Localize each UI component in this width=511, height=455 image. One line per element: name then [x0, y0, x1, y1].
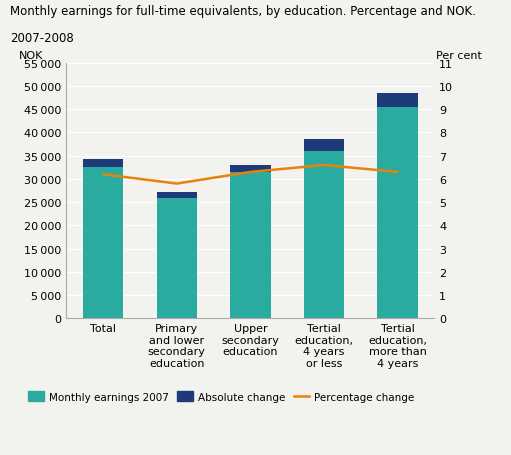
Bar: [83, 160, 124, 168]
Text: 2007-2008: 2007-2008: [10, 32, 74, 45]
Bar: [230, 166, 271, 172]
Bar: [304, 152, 344, 318]
Bar: [156, 193, 197, 199]
Bar: [83, 168, 124, 318]
Legend: Monthly earnings 2007, Absolute change, Percentage change: Monthly earnings 2007, Absolute change, …: [24, 387, 419, 406]
Bar: [377, 108, 418, 318]
Text: Per cent: Per cent: [436, 51, 482, 61]
Bar: [377, 94, 418, 108]
Text: NOK: NOK: [18, 51, 43, 61]
Text: Monthly earnings for full-time equivalents, by education. Percentage and NOK.: Monthly earnings for full-time equivalen…: [10, 5, 476, 18]
Bar: [304, 140, 344, 152]
Bar: [230, 172, 271, 318]
Bar: [156, 199, 197, 318]
